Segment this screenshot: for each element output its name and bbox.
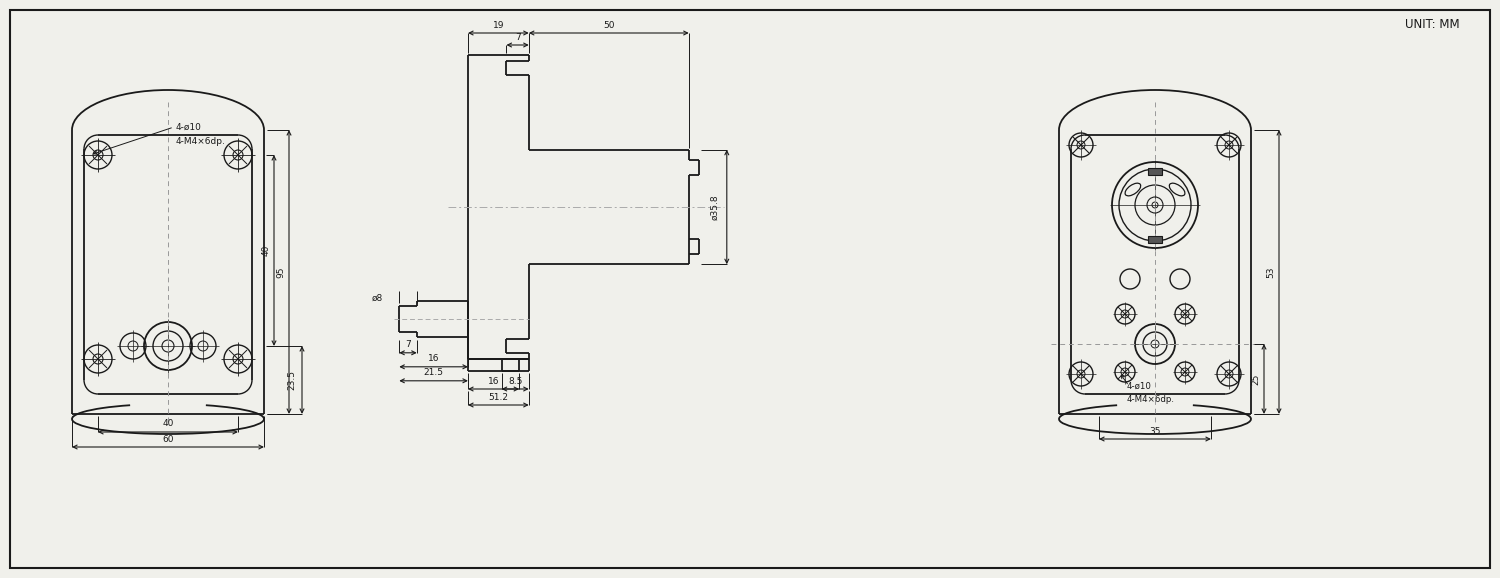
Bar [1148, 168, 1162, 175]
Text: UNIT: MM: UNIT: MM [1406, 18, 1459, 31]
Text: 4-M4×6dp.: 4-M4×6dp. [1126, 395, 1174, 403]
Ellipse shape [1125, 183, 1140, 196]
Text: 25: 25 [1251, 373, 1260, 385]
Ellipse shape [1170, 183, 1185, 196]
Text: 8.5: 8.5 [509, 376, 522, 386]
Text: 35: 35 [1149, 427, 1161, 435]
Text: 53: 53 [1266, 266, 1275, 278]
Text: 19: 19 [492, 20, 504, 29]
Text: 40: 40 [261, 245, 270, 256]
Text: 16: 16 [488, 376, 500, 386]
Text: 4-M4×6dp.: 4-M4×6dp. [176, 138, 226, 146]
Text: 60: 60 [162, 435, 174, 443]
Text: 23.5: 23.5 [288, 370, 297, 390]
Text: 21.5: 21.5 [423, 368, 444, 377]
Text: 95: 95 [276, 266, 285, 278]
Text: 4-ø10: 4-ø10 [1126, 381, 1152, 391]
Text: 40: 40 [162, 420, 174, 428]
Text: 51.2: 51.2 [489, 392, 508, 402]
Text: ø8: ø8 [372, 294, 382, 303]
Circle shape [1170, 269, 1190, 289]
Text: 50: 50 [603, 20, 615, 29]
Text: 16: 16 [427, 354, 439, 364]
Circle shape [1120, 269, 1140, 289]
Text: 4-ø10: 4-ø10 [176, 123, 202, 132]
Text: 7: 7 [405, 340, 411, 349]
Text: ø35.8: ø35.8 [711, 194, 720, 220]
Bar [1148, 235, 1162, 243]
Text: 7: 7 [514, 32, 520, 42]
